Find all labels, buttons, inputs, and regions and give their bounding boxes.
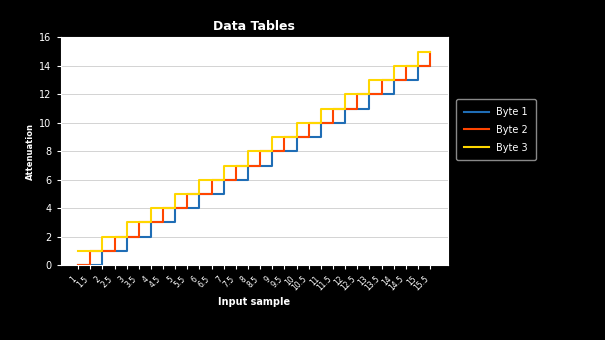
Byte 2 <box>414 64 422 68</box>
Byte 3 <box>244 149 252 153</box>
X-axis label: Input sample: Input sample <box>218 297 290 307</box>
Byte 1 <box>354 106 361 110</box>
Byte 1 <box>135 235 142 239</box>
Byte 2 <box>87 249 94 253</box>
Byte 2 <box>305 121 312 125</box>
Title: Data Tables: Data Tables <box>213 20 295 33</box>
Byte 1 <box>208 192 215 196</box>
Byte 2 <box>293 135 300 139</box>
Byte 1 <box>232 178 240 182</box>
Byte 1 <box>160 220 167 224</box>
Byte 1 <box>305 135 312 139</box>
Legend: Byte 1, Byte 2, Byte 3: Byte 1, Byte 2, Byte 3 <box>456 99 536 160</box>
Byte 3 <box>196 178 203 182</box>
Byte 2 <box>341 106 348 110</box>
Byte 2 <box>232 164 240 168</box>
Byte 3 <box>269 135 276 139</box>
Line: Byte 1: Byte 1 <box>78 66 430 265</box>
Byte 2 <box>244 164 252 168</box>
Byte 2 <box>317 121 324 125</box>
Byte 3 <box>160 206 167 210</box>
Byte 1 <box>317 121 324 125</box>
Byte 2 <box>257 149 264 153</box>
Byte 3 <box>281 135 288 139</box>
Byte 3 <box>378 78 385 82</box>
Byte 3 <box>257 149 264 153</box>
Byte 2 <box>269 149 276 153</box>
Byte 1 <box>281 149 288 153</box>
Byte 3 <box>390 64 397 68</box>
Byte 2 <box>111 235 118 239</box>
Byte 2 <box>147 220 154 224</box>
Byte 1 <box>123 235 130 239</box>
Byte 3 <box>329 106 336 110</box>
Byte 1 <box>293 135 300 139</box>
Byte 2 <box>220 178 227 182</box>
Byte 3 <box>414 50 422 54</box>
Byte 3 <box>220 164 227 168</box>
Byte 2 <box>354 92 361 96</box>
Byte 2 <box>99 249 106 253</box>
Byte 3 <box>184 192 191 196</box>
Byte 3 <box>317 106 324 110</box>
Byte 1 <box>184 206 191 210</box>
Byte 2 <box>172 206 179 210</box>
Byte 3 <box>427 50 434 54</box>
Byte 2 <box>160 206 167 210</box>
Byte 1 <box>172 206 179 210</box>
Byte 2 <box>366 92 373 96</box>
Byte 3 <box>123 220 130 224</box>
Byte 1 <box>427 64 434 68</box>
Byte 3 <box>293 121 300 125</box>
Byte 1 <box>99 249 106 253</box>
Byte 3 <box>402 64 410 68</box>
Byte 3 <box>135 220 142 224</box>
Byte 1 <box>414 64 422 68</box>
Line: Byte 2: Byte 2 <box>78 52 430 265</box>
Y-axis label: Attenuation: Attenuation <box>26 123 35 180</box>
Byte 2 <box>329 106 336 110</box>
Byte 1 <box>366 92 373 96</box>
Byte 2 <box>281 135 288 139</box>
Byte 2 <box>390 78 397 82</box>
Byte 2 <box>208 178 215 182</box>
Byte 1 <box>87 263 94 267</box>
Byte 2 <box>74 263 82 267</box>
Byte 3 <box>366 78 373 82</box>
Byte 1 <box>402 78 410 82</box>
Byte 3 <box>74 249 82 253</box>
Byte 3 <box>354 92 361 96</box>
Byte 2 <box>135 220 142 224</box>
Byte 1 <box>257 164 264 168</box>
Byte 3 <box>172 192 179 196</box>
Byte 3 <box>341 92 348 96</box>
Byte 2 <box>378 78 385 82</box>
Byte 1 <box>329 121 336 125</box>
Byte 1 <box>390 78 397 82</box>
Byte 1 <box>196 192 203 196</box>
Byte 3 <box>147 206 154 210</box>
Byte 1 <box>74 263 82 267</box>
Byte 1 <box>111 249 118 253</box>
Byte 3 <box>99 235 106 239</box>
Byte 3 <box>111 235 118 239</box>
Byte 2 <box>196 192 203 196</box>
Line: Byte 3: Byte 3 <box>78 52 430 251</box>
Byte 3 <box>87 249 94 253</box>
Byte 2 <box>427 50 434 54</box>
Byte 1 <box>378 92 385 96</box>
Byte 3 <box>305 121 312 125</box>
Byte 1 <box>269 149 276 153</box>
Byte 2 <box>123 235 130 239</box>
Byte 3 <box>232 164 240 168</box>
Byte 2 <box>402 64 410 68</box>
Byte 2 <box>184 192 191 196</box>
Byte 1 <box>220 178 227 182</box>
Byte 1 <box>147 220 154 224</box>
Byte 3 <box>208 178 215 182</box>
Byte 1 <box>244 164 252 168</box>
Byte 1 <box>341 106 348 110</box>
